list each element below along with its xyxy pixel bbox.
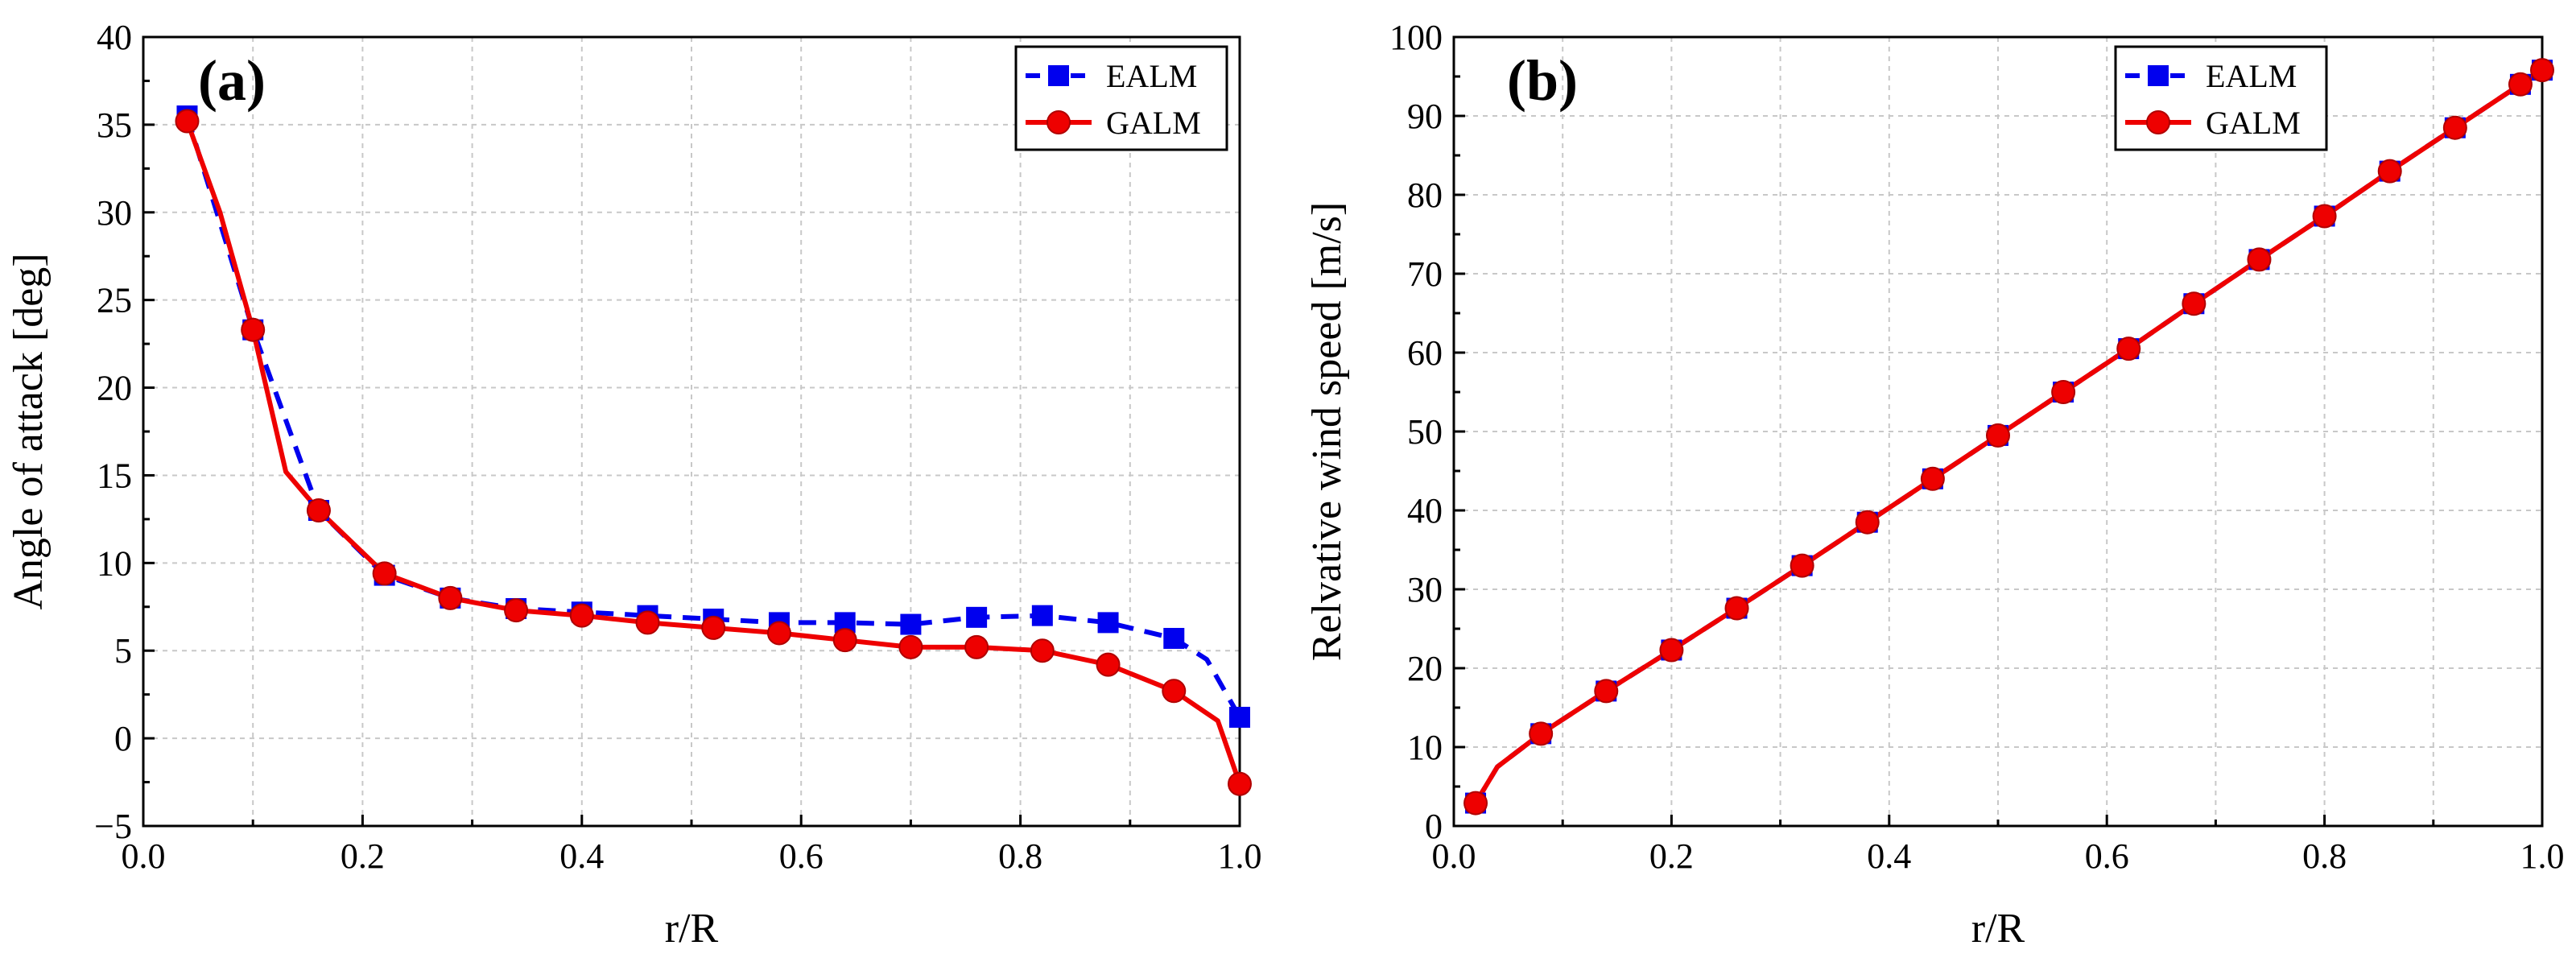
y-tick-label: 20: [1407, 649, 1443, 688]
x-tick-label: 0.4: [559, 836, 604, 876]
x-tick-label: 0.4: [1867, 836, 1911, 876]
panel-label: (b): [1507, 48, 1578, 113]
y-tick-label: 15: [97, 456, 132, 495]
y-tick-label: 20: [97, 369, 132, 408]
y-tick-label: 80: [1407, 175, 1443, 215]
y-tick-label: 0: [1425, 807, 1443, 846]
y-tick-label: 30: [97, 193, 132, 233]
y-axis-title: Relvative wind speed [m/s]: [1304, 202, 1350, 661]
data-point-galm: [2247, 247, 2272, 272]
data-point-galm: [1228, 771, 1252, 796]
legend-label-galm: GALM: [2206, 105, 2301, 141]
y-tick-label: 50: [1407, 412, 1443, 452]
data-point-galm: [2377, 159, 2402, 184]
legend-label-ealm: EALM: [1106, 58, 1197, 94]
data-point-galm: [898, 634, 923, 659]
data-point-galm: [504, 598, 529, 623]
y-tick-label: 25: [97, 281, 132, 320]
data-point-ealm: [900, 613, 922, 635]
y-tick-label: 0: [114, 719, 132, 758]
x-tick-label: 0.0: [122, 836, 166, 876]
data-point-ealm: [1097, 612, 1119, 634]
data-point-galm: [438, 585, 463, 610]
y-tick-label: 40: [1407, 491, 1443, 531]
data-point-galm: [635, 610, 660, 635]
x-tick-label: 0.0: [1432, 836, 1476, 876]
y-tick-label: 30: [1407, 570, 1443, 609]
data-point-galm: [1790, 553, 1814, 578]
data-point-galm: [1529, 721, 1554, 746]
legend-marker-ealm: [1048, 65, 1069, 86]
data-point-ealm: [966, 606, 988, 628]
data-point-galm: [1855, 510, 1880, 535]
data-point-galm: [1659, 638, 1684, 663]
data-point-galm: [1463, 791, 1488, 816]
series-line-galm: [184, 118, 1242, 787]
data-point-galm: [1724, 596, 1749, 621]
x-tick-label: 0.6: [2085, 836, 2129, 876]
panel-label: (a): [198, 48, 266, 113]
y-tick-label: 100: [1389, 18, 1443, 57]
y-tick-label: 60: [1407, 333, 1443, 373]
legend-label-ealm: EALM: [2206, 58, 2297, 94]
data-point-galm: [1594, 679, 1619, 704]
x-tick-label: 1.0: [2520, 836, 2565, 876]
data-point-galm: [1920, 466, 1945, 491]
x-tick-label: 0.8: [2302, 836, 2347, 876]
y-tick-label: 5: [114, 631, 132, 671]
x-tick-label: 0.2: [1649, 836, 1694, 876]
data-point-galm: [372, 561, 397, 586]
y-tick-label: 35: [97, 105, 132, 145]
y-tick-label: 10: [1407, 728, 1443, 767]
data-point-galm: [175, 109, 200, 134]
data-point-galm: [1096, 652, 1121, 677]
y-tick-label: 90: [1407, 97, 1443, 136]
legend-box: [1014, 45, 1228, 151]
data-point-galm: [2182, 291, 2207, 316]
chart-panel-b: 0.0 0.2 0.4 0.6 0.8 1.0 0 10 20 30 40 50 60 70 80 90 100…: [1304, 18, 2565, 952]
data-point-galm: [1162, 679, 1187, 704]
data-point-ealm: [1229, 706, 1250, 728]
data-point-galm: [766, 621, 791, 646]
legend-marker-galm: [1046, 110, 1071, 134]
x-axis-title: r/R: [1971, 906, 2025, 952]
legend-box: [2114, 45, 2328, 151]
data-point-galm: [2051, 380, 2076, 404]
y-tick-label: 40: [97, 18, 132, 57]
data-point-galm: [1986, 423, 2010, 448]
y-tick-label: 70: [1407, 254, 1443, 294]
data-point-galm: [569, 603, 594, 628]
x-tick-label: 0.2: [341, 836, 385, 876]
legend-label-galm: GALM: [1106, 105, 1201, 141]
x-tick-label: 0.8: [998, 836, 1042, 876]
legend-marker-ealm: [2148, 65, 2169, 86]
y-axis-title: Angle of attack [deg]: [6, 253, 52, 609]
data-point-galm: [2442, 115, 2467, 140]
data-point-galm: [701, 615, 726, 640]
data-point-galm: [964, 634, 989, 659]
x-tick-label: 1.0: [1218, 836, 1262, 876]
chart-panel-a: 0.0 0.2 0.4 0.6 0.8 1.0 −5 0 5 10 15 20 25 30 35 40 r/R A…: [6, 18, 1262, 952]
data-point-ealm: [1031, 605, 1053, 626]
data-point-galm: [832, 628, 857, 653]
data-point-galm: [1030, 638, 1055, 663]
x-axis-title: r/R: [665, 906, 719, 952]
data-point-galm: [2530, 58, 2554, 83]
y-tick-label: 10: [97, 543, 132, 583]
data-point-galm: [2312, 204, 2337, 229]
data-point-galm: [2116, 337, 2141, 361]
data-point-ealm: [1163, 627, 1185, 649]
data-point-galm: [2508, 72, 2533, 97]
legend-marker-galm: [2146, 110, 2170, 134]
y-tick-label: −5: [94, 807, 132, 846]
x-tick-label: 0.6: [779, 836, 824, 876]
data-point-galm: [306, 498, 331, 522]
data-point-galm: [241, 317, 266, 342]
